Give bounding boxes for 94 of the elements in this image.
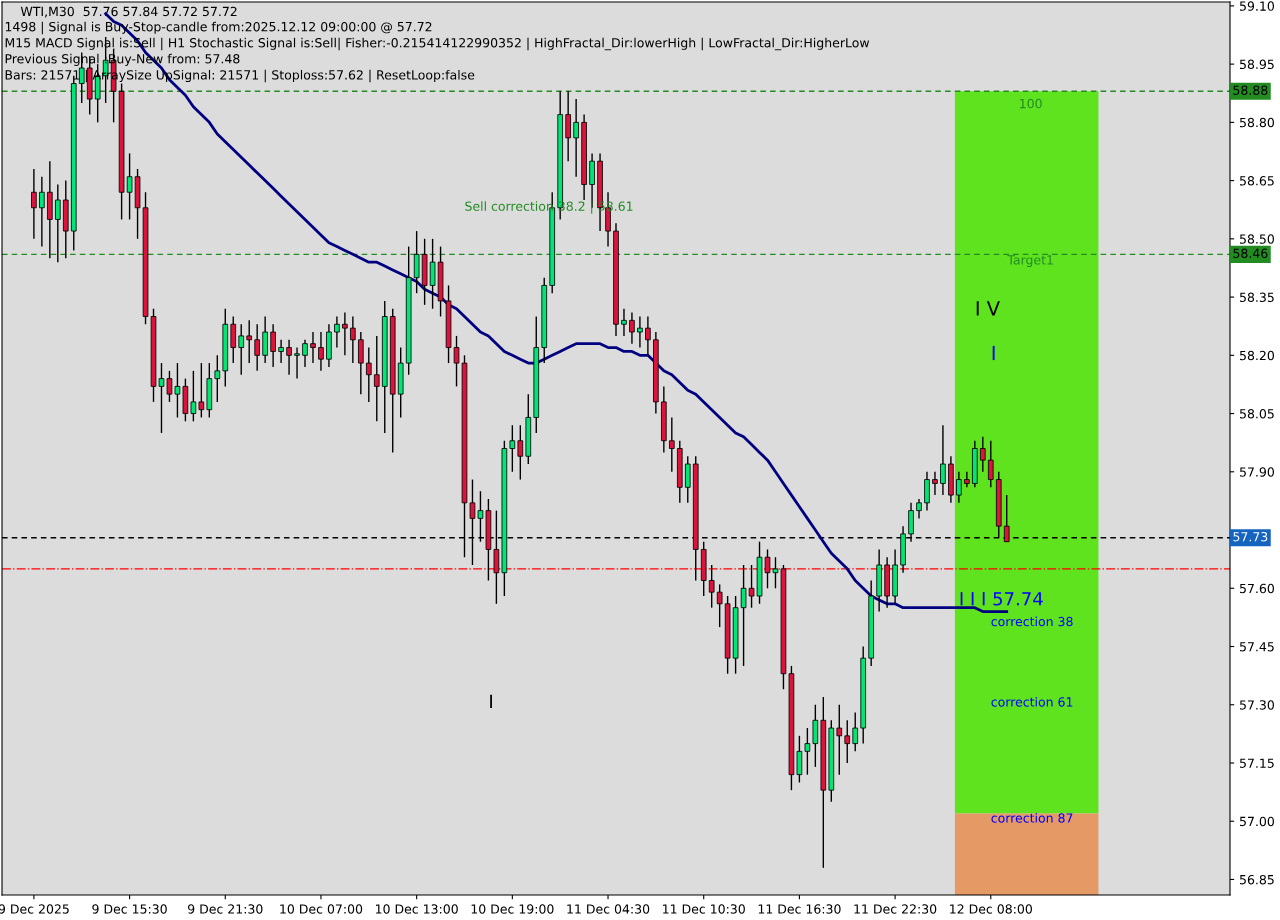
y-tick-label: 58.20 [1239,350,1274,361]
x-tick-label: 11 Dec 22:30 [854,904,937,914]
candlestick [238,323,245,376]
candlestick [302,339,308,368]
candlestick [836,704,843,776]
annotation: I I I 57.74 [960,592,1043,606]
candlestick [589,152,595,209]
candlestick [940,424,946,496]
x-tick-label: 10 Dec 19:00 [471,904,554,914]
annotation: correction 38 [991,616,1073,627]
candlestick [429,238,436,310]
candlestick [932,471,938,496]
candlestick [55,183,61,263]
candlestick [278,339,284,364]
candlestick [844,719,851,764]
y-tick-label: 57.90 [1239,467,1274,477]
candlestick [174,362,181,419]
candlestick [31,168,37,240]
candlestick [126,152,133,221]
y-tick-label: 58.35 [1239,292,1274,303]
x-tick-label: 9 Dec 21:30 [188,904,263,914]
candlestick [669,416,675,473]
candlestick [573,98,579,178]
annotation: I V [976,301,1000,316]
x-tick-label: 11 Dec 16:30 [758,904,841,914]
y-tick-label: 57.45 [1239,642,1274,652]
x-tick-label: 12 Dec 08:00 [950,904,1032,914]
y-tick-label: 57.15 [1239,758,1274,768]
candlestick [318,331,324,372]
x-tick-label: 9 Dec 15:30 [92,904,167,914]
candlestick [852,711,859,753]
annotation: correction 61 [991,696,1073,707]
candlestick [708,564,715,609]
y-tick-label: 58.65 [1239,176,1274,186]
y-tick-label: 58.05 [1239,409,1274,419]
candlestick [190,370,197,423]
annotation: I [490,694,492,708]
candlestick [270,323,276,368]
candlestick [684,455,691,504]
candlestick [262,315,268,364]
candlestick [230,315,237,364]
candlestick [987,440,994,489]
candlestick [294,346,300,380]
candlestick [286,339,292,376]
candlestick [716,583,723,628]
candlestick [629,311,635,345]
candlestick [517,424,524,481]
candlestick [413,230,420,294]
candlestick [565,90,571,162]
candlestick [358,331,364,395]
y-tick-label: 57.30 [1239,700,1274,710]
candlestick [198,362,205,419]
candlestick [254,323,260,372]
x-tick-label: 11 Dec 10:30 [663,904,745,914]
x-tick-label: 10 Dec 07:00 [280,904,363,914]
candlestick [956,471,962,504]
candlestick [373,335,380,423]
annotation: Target1 [1007,255,1053,268]
candlestick [740,564,747,667]
candlestick [39,176,45,248]
annotation: I [992,345,995,361]
candlestick [916,498,922,520]
y-tick-label: 58.95 [1239,59,1274,70]
x-tick-label: 10 Dec 13:00 [375,904,458,914]
candlestick [365,346,372,403]
candlestick [812,704,819,768]
annotation: correction 87 [991,813,1073,823]
candlestick [214,354,221,403]
candlestick [246,319,253,364]
ref-line-label: 57.73 [1233,531,1268,542]
text: 100 [1020,98,1042,109]
candlestick [964,471,970,489]
candlestick [804,727,811,776]
ref-line-label: 58.46 [1233,248,1268,258]
candlestick [979,436,986,473]
candlestick [334,315,340,349]
y-tick-label: 57.60 [1239,583,1274,594]
y-tick-label: 57.00 [1239,816,1274,827]
candlestick [637,315,643,349]
candlestick [342,311,348,357]
chart-title: WTI,M30 57.76 57.84 57.72 57.72 [20,6,237,18]
candlestick [924,471,930,512]
candlestick [310,331,316,364]
candlestick [796,735,803,784]
y-tick-label: 58.80 [1239,117,1274,128]
candlestick [621,308,627,337]
x-tick-label: 11 Dec 04:30 [567,904,650,914]
candlestick [509,424,516,473]
y-tick-label: 59.10 [1239,1,1274,11]
y-tick-label: 56.85 [1239,874,1274,885]
y-tick-label: 58.50 [1239,234,1274,244]
candlestick [350,315,356,364]
ref-line-label: 58.88 [1233,85,1268,95]
candlestick [645,315,651,357]
